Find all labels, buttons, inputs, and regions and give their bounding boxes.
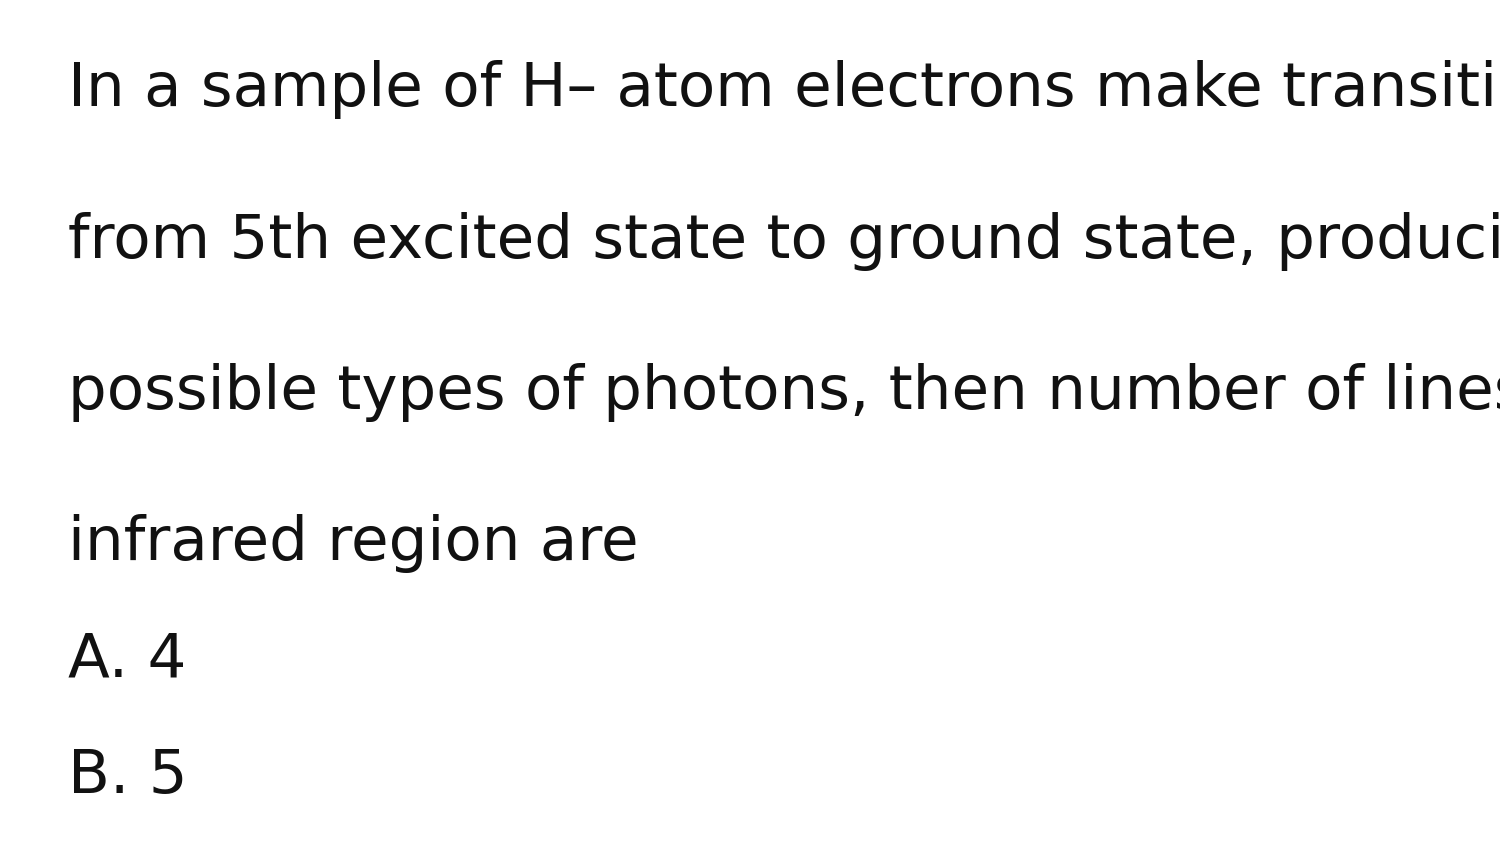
Text: A. 4: A. 4 (68, 631, 186, 689)
Text: In a sample of H– atom electrons make transition: In a sample of H– atom electrons make tr… (68, 60, 1500, 119)
Text: infrared region are: infrared region are (68, 514, 638, 573)
Text: B. 5: B. 5 (68, 747, 188, 806)
Text: possible types of photons, then number of lines in: possible types of photons, then number o… (68, 363, 1500, 422)
Text: from 5th excited state to ground state, producing all: from 5th excited state to ground state, … (68, 212, 1500, 270)
